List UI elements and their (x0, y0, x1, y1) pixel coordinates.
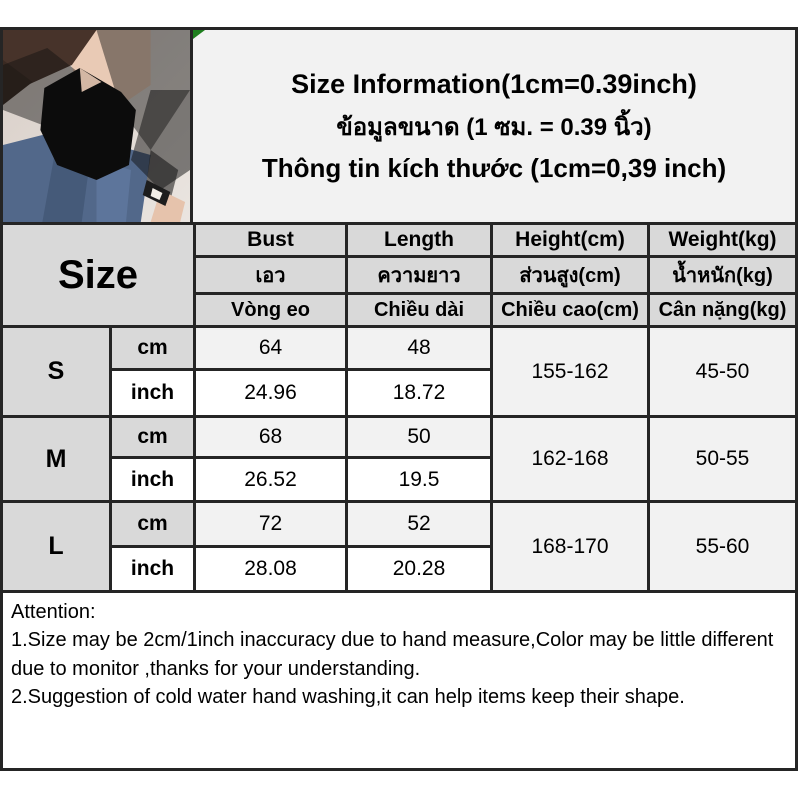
l-weight: 55-60 (650, 503, 795, 590)
attention-section: Attention: 1.Size may be 2cm/1inch inacc… (3, 593, 795, 768)
size-table: Size Bust Length Height(cm) Weight(kg) เ… (3, 225, 795, 593)
top-band: Size Information(1cm=0.39inch) ข้อมูลขนา… (3, 30, 795, 225)
s-length-cm: 48 (348, 328, 490, 368)
corner-flag-icon (193, 30, 205, 39)
l-length-cm: 52 (348, 503, 490, 545)
size-s-cell: S (3, 328, 109, 415)
title-thai: ข้อมูลขนาด (1 ซม. = 0.39 นิ้ว) (336, 113, 652, 141)
m-height: 162-168 (493, 418, 647, 500)
unit-inch-label: inch (112, 459, 193, 500)
col-weight-en: Weight(kg) (650, 225, 795, 255)
attention-note-2: 2.Suggestion of cold water hand washing,… (11, 686, 685, 709)
m-bust-cm: 68 (196, 418, 345, 456)
title-english: Size Information(1cm=0.39inch) (291, 68, 697, 99)
col-bust-vi: Vòng eo (196, 295, 345, 325)
m-length-cm: 50 (348, 418, 490, 456)
l-length-inch: 20.28 (348, 548, 490, 590)
m-length-inch: 19.5 (348, 459, 490, 500)
col-bust-th: เอว (196, 258, 345, 292)
col-length-th: ความยาว (348, 258, 490, 292)
col-height-en: Height(cm) (493, 225, 647, 255)
unit-cm-label: cm (112, 503, 193, 545)
attention-heading: Attention: (11, 601, 96, 623)
l-height: 168-170 (493, 503, 647, 590)
col-length-en: Length (348, 225, 490, 255)
unit-cm-label: cm (112, 328, 193, 368)
s-bust-inch: 24.96 (196, 371, 345, 415)
l-bust-inch: 28.08 (196, 548, 345, 590)
col-height-th: ส่วนสูง(cm) (493, 258, 647, 292)
s-height: 155-162 (493, 328, 647, 415)
s-weight: 45-50 (650, 328, 795, 415)
s-length-inch: 18.72 (348, 371, 490, 415)
s-bust-cm: 64 (196, 328, 345, 368)
col-bust-en: Bust (196, 225, 345, 255)
l-bust-cm: 72 (196, 503, 345, 545)
product-photo-image (3, 30, 190, 222)
unit-inch-label: inch (112, 371, 193, 415)
size-l-cell: L (3, 503, 109, 590)
col-weight-vi: Cân nặng(kg) (650, 295, 795, 325)
unit-inch-label: inch (112, 548, 193, 590)
attention-note-1: 1.Size may be 2cm/1inch inaccuracy due t… (11, 629, 774, 680)
product-photo (3, 30, 193, 222)
size-header-cell: Size (3, 225, 193, 325)
size-chart-sheet: Size Information(1cm=0.39inch) ข้อมูลขนา… (0, 27, 798, 771)
title-vietnamese: Thông tin kích thước (1cm=0,39 inch) (261, 152, 727, 183)
col-length-vi: Chiều dài (348, 295, 490, 325)
col-weight-th: น้ำหนัก(kg) (650, 258, 795, 292)
unit-cm-label: cm (112, 418, 193, 456)
m-bust-inch: 26.52 (196, 459, 345, 500)
size-m-cell: M (3, 418, 109, 500)
m-weight: 50-55 (650, 418, 795, 500)
col-height-vi: Chiều cao(cm) (493, 295, 647, 325)
title-block: Size Information(1cm=0.39inch) ข้อมูลขนา… (193, 30, 795, 222)
